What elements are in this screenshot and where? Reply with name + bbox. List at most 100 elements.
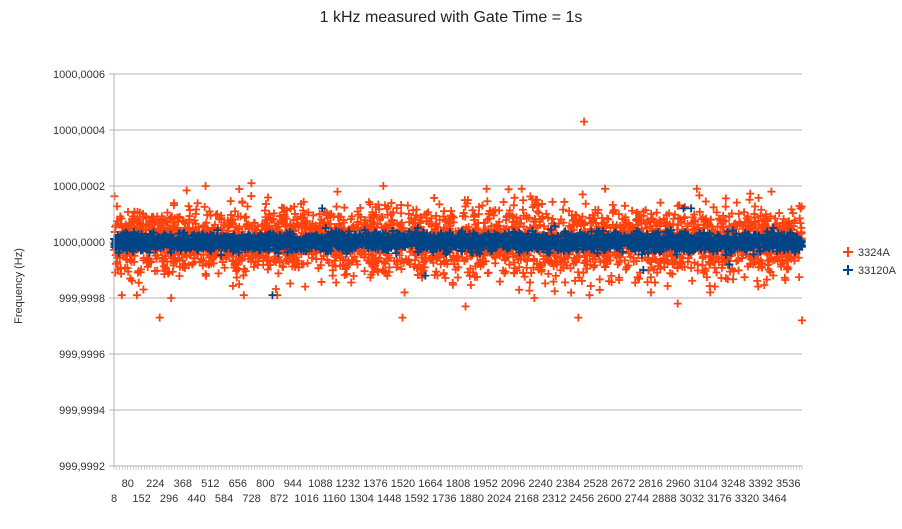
data-point: [582, 264, 591, 273]
data-point: [632, 256, 641, 265]
data-point: [299, 197, 308, 206]
data-point: [473, 259, 482, 268]
data-point: [373, 267, 382, 276]
data-point: [533, 207, 542, 216]
data-point: [175, 271, 184, 280]
data-point: [795, 273, 804, 282]
data-point: [309, 211, 318, 220]
data-point: [410, 262, 419, 271]
data-point: [721, 194, 730, 203]
data-point: [556, 266, 565, 275]
data-point: [353, 207, 362, 216]
data-point: [117, 269, 126, 278]
data-point: [312, 255, 321, 264]
data-point: [317, 277, 326, 286]
data-point: [329, 212, 338, 221]
data-point: [593, 209, 602, 218]
data-point: [548, 197, 557, 206]
data-point: [639, 211, 648, 220]
data-point: [211, 211, 220, 219]
data-point: [400, 288, 409, 297]
data-point: [332, 278, 341, 287]
data-point: [706, 288, 715, 297]
data-point: [585, 291, 594, 300]
data-point: [413, 270, 422, 279]
data-point: [613, 260, 622, 269]
data-point: [754, 193, 763, 202]
data-point: [766, 267, 775, 276]
data-point: [536, 263, 545, 272]
data-point: [323, 256, 332, 265]
data-point: [690, 210, 699, 219]
data-point: [509, 213, 518, 222]
data-point: [136, 268, 145, 277]
data-point: [515, 285, 524, 294]
data-point: [441, 273, 450, 282]
data-point: [231, 207, 240, 216]
data-point: [725, 212, 734, 221]
data-point: [379, 182, 388, 190]
data-point: [220, 263, 229, 272]
data-point: [725, 267, 734, 276]
data-point: [577, 276, 586, 285]
data-point: [294, 223, 303, 232]
data-point: [616, 253, 625, 262]
data-point: [544, 269, 553, 278]
data-point: [550, 287, 559, 296]
data-point: [200, 202, 209, 211]
data-point: [580, 117, 589, 126]
data-point: [775, 209, 784, 218]
data-point: [680, 203, 689, 212]
data-point: [380, 257, 389, 266]
data-point: [499, 198, 508, 207]
data-point: [673, 264, 682, 273]
data-point: [608, 208, 617, 217]
data-point: [484, 268, 493, 277]
data-point: [430, 193, 439, 202]
data-point: [314, 264, 323, 273]
data-point: [251, 224, 260, 233]
data-point: [392, 204, 401, 213]
data-point: [780, 273, 789, 282]
data-point: [663, 281, 672, 290]
data-point: [784, 219, 793, 228]
data-point: [705, 260, 714, 269]
data-point: [405, 260, 414, 269]
data-point: [646, 222, 655, 231]
data-point: [755, 259, 764, 268]
data-point: [578, 190, 587, 199]
data-point: [569, 259, 578, 268]
data-point: [304, 208, 313, 217]
data-point: [779, 215, 788, 224]
data-point: [745, 252, 754, 261]
data-point: [771, 214, 780, 223]
data-point: [790, 216, 799, 225]
data-point: [431, 225, 440, 234]
data-point: [353, 260, 362, 269]
data-point: [750, 210, 759, 219]
data-point: [336, 250, 345, 259]
data-point: [469, 212, 478, 221]
data-point: [530, 294, 539, 302]
data-point: [614, 210, 623, 219]
data-point: [475, 258, 484, 267]
data-point: [189, 258, 198, 267]
data-point: [589, 216, 598, 225]
data-point: [439, 269, 448, 278]
data-point: [258, 221, 267, 230]
data-point: [574, 313, 583, 322]
data-point: [416, 218, 425, 227]
data-point: [549, 277, 558, 286]
data-point: [432, 267, 441, 276]
data-point: [787, 205, 796, 214]
data-point: [716, 216, 725, 225]
data-point: [542, 209, 551, 218]
data-point: [342, 270, 351, 279]
data-point: [624, 249, 633, 258]
plot-points: [110, 117, 806, 325]
data-point: [263, 193, 272, 202]
data-point: [301, 282, 310, 291]
data-point: [580, 258, 589, 267]
data-point: [269, 215, 278, 224]
data-point: [346, 215, 355, 224]
